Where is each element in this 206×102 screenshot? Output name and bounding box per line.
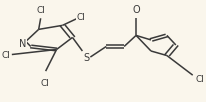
Text: Cl: Cl bbox=[195, 75, 204, 84]
Text: O: O bbox=[132, 5, 139, 15]
Text: N: N bbox=[19, 39, 26, 49]
Text: Cl: Cl bbox=[76, 13, 85, 22]
Text: Cl: Cl bbox=[36, 6, 45, 15]
Text: Cl: Cl bbox=[2, 51, 10, 60]
Text: S: S bbox=[83, 53, 89, 63]
Text: Cl: Cl bbox=[40, 79, 49, 88]
